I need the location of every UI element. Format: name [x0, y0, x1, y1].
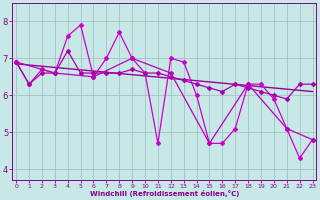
- X-axis label: Windchill (Refroidissement éolien,°C): Windchill (Refroidissement éolien,°C): [90, 190, 239, 197]
